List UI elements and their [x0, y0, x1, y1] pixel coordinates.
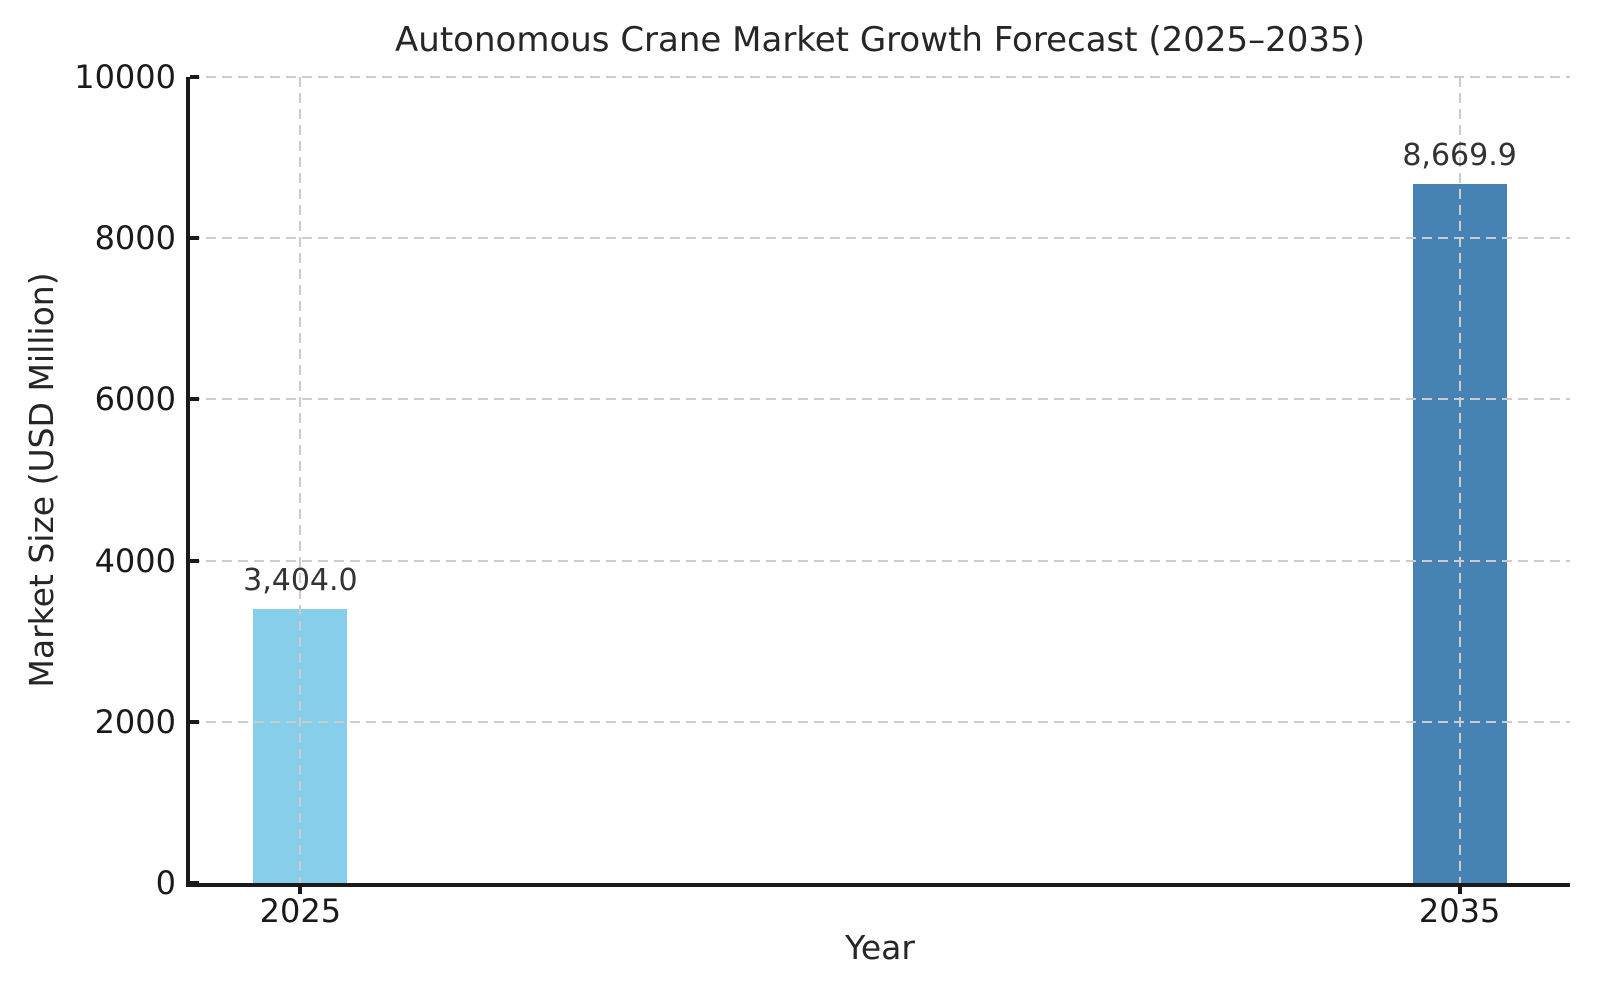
y-tick-mark-0 [190, 881, 199, 885]
x-tick-label-2035: 2035 [1418, 892, 1501, 930]
gridline-v-2025 [299, 77, 302, 883]
y-axis-spine [186, 77, 190, 887]
y-tick-label-6000: 6000 [94, 380, 176, 419]
gridline-v-2035 [1458, 77, 1461, 883]
chart-title: Autonomous Crane Market Growth Forecast … [395, 20, 1365, 60]
y-tick-label-10000: 10000 [74, 58, 176, 96]
y-tick-mark-2000 [190, 719, 199, 724]
y-tick-mark-6000 [190, 397, 199, 402]
x-axis-label: Year [845, 928, 915, 967]
gridline-h-4000 [190, 559, 1570, 562]
y-tick-mark-4000 [190, 558, 199, 563]
x-axis-spine [186, 883, 1570, 887]
gridline-h-2000 [190, 720, 1570, 723]
gridline-h-6000 [190, 398, 1570, 401]
y-tick-mark-8000 [190, 236, 199, 241]
y-tick-label-8000: 8000 [94, 219, 176, 258]
y-tick-label-2000: 2000 [94, 702, 176, 741]
x-tick-label-2025: 2025 [259, 892, 342, 930]
y-tick-label-0: 0 [155, 864, 176, 902]
gridline-h-8000 [190, 237, 1570, 240]
x-tick-mark-2035 [1457, 885, 1462, 894]
y-tick-mark-10000 [190, 75, 199, 79]
y-tick-label-4000: 4000 [94, 541, 176, 580]
plot-area [186, 75, 1570, 894]
bar-value-label: 8,669.9 [1402, 138, 1517, 174]
x-tick-mark-2025 [298, 885, 303, 894]
gridline-h-10000 [190, 76, 1570, 78]
bar-value-label: 3,404.0 [243, 562, 358, 598]
